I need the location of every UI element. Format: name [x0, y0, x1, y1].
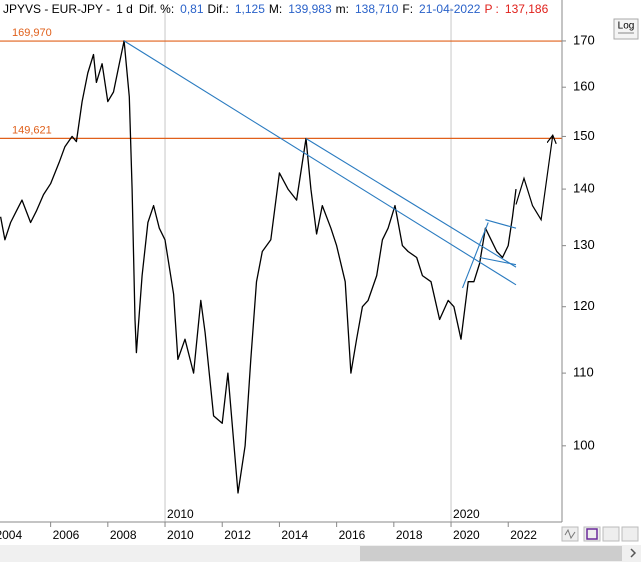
toolbar-icons [561, 526, 639, 542]
trend-line [123, 40, 517, 286]
trend-line [461, 222, 489, 289]
y-tick-label: 100 [573, 437, 595, 452]
log-button[interactable]: Log [613, 18, 639, 40]
x-tick-label: 2008 [110, 528, 137, 542]
plot-area: 2010 2020 169,970 149,621 [0, 8, 562, 522]
header-text: Dif. %: [139, 2, 174, 16]
x-tick-label: 2014 [281, 528, 308, 542]
level-label: 169,970 [12, 27, 52, 39]
icon-zoom-glyph [564, 528, 576, 540]
y-tick-label: 140 [573, 181, 595, 196]
forecast-line [515, 136, 553, 222]
y-tick-label: 120 [573, 298, 595, 313]
trend-line [305, 138, 517, 268]
y-tick-label: 160 [573, 79, 595, 94]
level-label: 149,621 [12, 124, 52, 136]
x-tick-label: 2004 [0, 528, 22, 542]
icon-tool[interactable] [621, 526, 639, 542]
icon-tool[interactable] [602, 526, 620, 542]
y-tick-label: 130 [573, 237, 595, 252]
x-tick-label: 2012 [224, 528, 251, 542]
header-text: m: [336, 2, 349, 16]
scrollbar[interactable] [0, 545, 641, 562]
header-text: 0,81 [180, 2, 204, 16]
decade-label: 2020 [453, 507, 480, 521]
header-text: 1 d [116, 2, 133, 16]
header-text: Dif.: [208, 2, 229, 16]
header-text: 138,710 [355, 2, 399, 16]
header-text: 139,983 [288, 2, 332, 16]
icon-save-glyph [586, 528, 598, 540]
header-text: 137,186 [505, 2, 549, 16]
header-text: 21-04-2022 [419, 2, 481, 16]
log-button-label[interactable]: Log [618, 21, 635, 32]
header-text: F: [402, 2, 413, 16]
x-tick-label: 2022 [510, 528, 537, 542]
x-tick-label: 2006 [53, 528, 80, 542]
header-text: P : [484, 2, 498, 16]
icon-save[interactable] [583, 526, 601, 542]
x-tick-label: 2020 [453, 528, 480, 542]
header-text: 1,125 [235, 2, 265, 16]
trend-line [479, 256, 517, 266]
trend-line [485, 219, 517, 229]
y-tick-label: 150 [573, 128, 595, 143]
scroll-arrow[interactable] [630, 548, 637, 558]
y-tick-label: 170 [573, 32, 595, 47]
decade-label: 2010 [167, 507, 194, 521]
price-line [0, 40, 517, 494]
x-tick-label: 2010 [167, 528, 194, 542]
header-text: M: [269, 2, 282, 16]
header-text: JPYVS - EUR-JPY - [3, 2, 110, 16]
x-tick-label: 2016 [339, 528, 366, 542]
x-tick-label: 2018 [396, 528, 423, 542]
header: JPYVS - EUR-JPY - 1 d Dif. %: 0,81 Dif.: 1,12… [3, 2, 549, 16]
y-tick-label: 110 [573, 365, 594, 380]
scroll-thumb[interactable] [360, 546, 622, 561]
